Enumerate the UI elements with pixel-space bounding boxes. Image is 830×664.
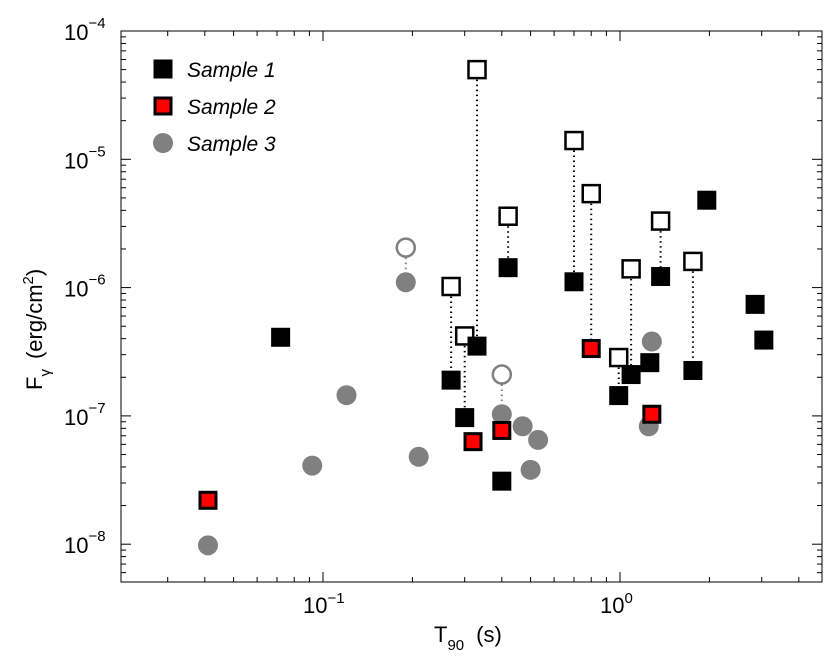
upper-value-open-square-9 xyxy=(683,251,703,272)
legend-marker-2 xyxy=(153,96,173,116)
legend-label-3: Sample 3 xyxy=(187,133,276,156)
legend-label-2: Sample 2 xyxy=(187,96,276,119)
sample-1-point-14 xyxy=(754,330,774,350)
sample-2-point-0 xyxy=(198,490,218,510)
upper-value-open-square-2 xyxy=(467,59,487,80)
sample-1-point-12 xyxy=(697,190,717,210)
sample-3-point-4 xyxy=(408,446,429,467)
sample-1-point-2 xyxy=(455,408,475,428)
upper-value-open-square-4 xyxy=(564,130,584,151)
upper-value-open-square-6 xyxy=(608,347,629,368)
sample-3-point-10 xyxy=(641,331,662,352)
sample-3-point-8 xyxy=(528,429,549,450)
y-axis-label: Fγ(erg/cm2) xyxy=(20,269,54,390)
sample-1-point-6 xyxy=(564,272,584,292)
plot-marks xyxy=(197,59,774,556)
sample-2-point-4 xyxy=(642,404,662,424)
sample-1-point-4 xyxy=(492,471,512,491)
upper-value-open-square-0 xyxy=(441,276,461,297)
plot-frame xyxy=(120,30,823,583)
sample-3-point-7 xyxy=(520,459,541,480)
sample-1-point-8 xyxy=(621,365,641,385)
sample-1-point-10 xyxy=(651,267,671,287)
x-axis-label: T90 (s) xyxy=(434,622,502,654)
sample-2-point-1 xyxy=(463,432,483,452)
sample-1-point-3 xyxy=(467,336,487,356)
upper-value-open-square-8 xyxy=(650,211,671,231)
x-tick-label: 100 xyxy=(600,590,633,618)
upper-value-open-square-3 xyxy=(498,206,518,226)
legend: Sample 1 Sample 2 Sample 3 xyxy=(153,59,276,156)
sample-3-point-3 xyxy=(395,272,416,293)
sample-1-point-11 xyxy=(683,360,703,380)
legend-marker-3 xyxy=(153,133,173,153)
sample-1-point-13 xyxy=(745,294,765,314)
axis-ticks: 10−1 100 10−8 10−7 10−6 10−5 10−4 xyxy=(64,15,822,618)
upper-value-open-circle-10 xyxy=(395,237,417,258)
sample-2-point-2 xyxy=(492,420,512,440)
legend-marker-1 xyxy=(153,59,173,79)
y-tick-label: 10−7 xyxy=(64,400,106,430)
sample-2-point-3 xyxy=(581,339,601,359)
legend-label-1: Sample 1 xyxy=(187,59,276,82)
sample-1-point-7 xyxy=(609,386,629,406)
sample-1-point-1 xyxy=(441,370,461,390)
y-tick-label: 10−8 xyxy=(64,528,106,558)
sample-3-point-0 xyxy=(197,535,218,556)
y-tick-label: 10−6 xyxy=(64,272,106,302)
upper-value-open-circle-11 xyxy=(491,364,513,385)
sample-1-point-9 xyxy=(640,353,660,373)
sample-3-point-2 xyxy=(336,385,357,406)
sample-3-point-6 xyxy=(512,416,533,437)
y-tick-label: 10−5 xyxy=(64,143,106,173)
sample-1-point-0 xyxy=(271,327,291,347)
sample-3-point-5 xyxy=(491,404,512,425)
y-tick-label: 10−4 xyxy=(64,15,106,45)
upper-value-open-square-7 xyxy=(621,259,641,279)
sample-3-point-1 xyxy=(302,455,323,476)
sample-1-point-5 xyxy=(498,258,518,278)
upper-value-open-square-5 xyxy=(581,183,601,204)
x-tick-label: 10−1 xyxy=(303,590,345,618)
